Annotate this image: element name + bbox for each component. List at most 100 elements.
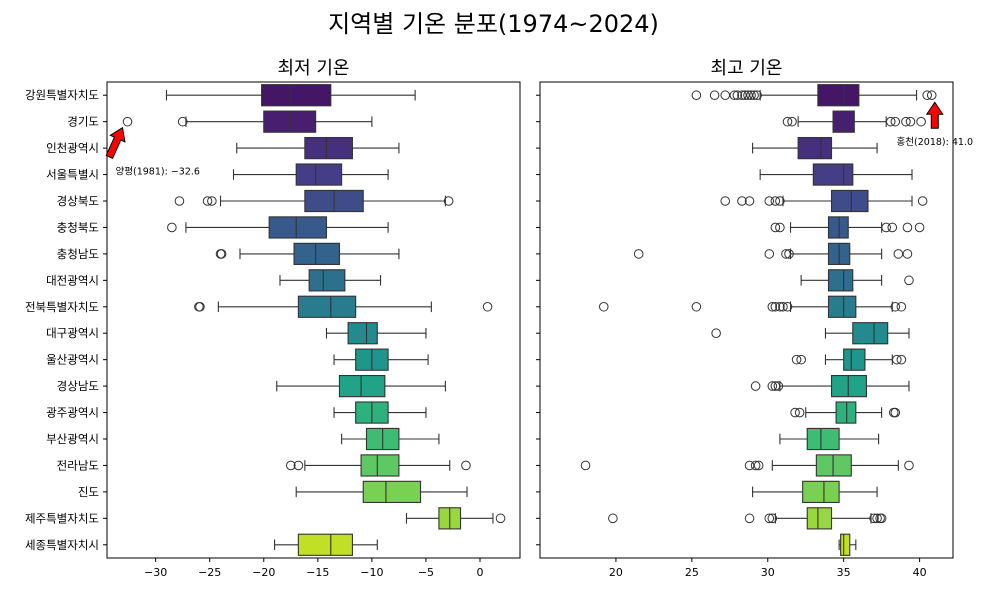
outlier-point [177,116,188,127]
outlier-point [890,116,901,127]
outlier-point [796,354,806,365]
box-iqr [817,84,860,107]
box-진도 [752,480,878,504]
outlier-point [775,222,785,233]
box-강원특별자치도 [691,84,937,107]
box-서울특별시 [232,163,389,186]
outlier-point [782,116,793,127]
box-부산광역시 [779,427,880,451]
outlier-point [732,90,743,101]
axes-frame [539,81,954,559]
outlier-point [922,90,932,101]
box-iqr [835,401,857,424]
box-세종특별자치시 [274,533,378,556]
outlier-point [580,460,591,471]
outlier-point [753,460,764,471]
box-iqr [812,163,854,186]
outlier-point [495,513,506,524]
outlier-point [711,328,721,339]
x-tick-label: 0 [476,566,483,579]
box-경기도 [782,110,926,133]
category-label: 진도 [78,485,99,499]
outlier-point [905,116,916,127]
outlier-point [749,90,759,101]
outlier-point [743,90,753,101]
box-iqr [830,374,868,398]
outlier-point [174,196,185,206]
outlier-point [720,196,731,206]
outlier-point [770,301,781,312]
outlier-point [904,275,914,286]
box-충청북도 [770,216,925,239]
box-iqr [806,507,833,530]
category-label: 충청북도 [57,220,99,234]
category-label: 경상남도 [57,379,99,393]
x-tick-label: −10 [360,566,383,579]
outlier-point [167,222,177,233]
box-인천광역시 [752,136,878,160]
box-광주광역시 [333,401,427,424]
outlier-point [775,301,785,312]
box-서울특별시 [759,163,913,186]
outlier-point [773,381,784,391]
max-temp-panel: 최고 기온 20 25 30 35 40 홍천(2018): 41.0 [536,58,973,579]
box-iqr [830,189,869,213]
category-label: 대전광역시 [46,273,99,287]
box-iqr [806,427,840,451]
outlier-point [750,460,761,471]
outlier-point [122,116,133,127]
outlier-point [764,249,775,259]
axes-frame [106,81,521,559]
outlier-point [790,407,800,418]
outlier-point [890,301,901,312]
box-대구광역시 [711,322,910,345]
category-label: 전북특별자치도 [25,300,99,314]
box-iqr [840,533,851,556]
outlier-point [885,116,896,127]
box-대전광역시 [800,269,914,292]
x-tick-label: 40 [913,566,927,579]
box-iqr [827,216,849,239]
x-tick-label: −15 [306,566,329,579]
x-tick-label: 30 [761,566,775,579]
x-tick-label: 25 [685,566,699,579]
box-전북특별자치도 [598,295,907,318]
outlier-point [872,513,882,524]
outlier-point [764,513,775,524]
box-iqr [297,533,353,556]
outlier-point [767,301,778,312]
outlier-point [784,249,794,259]
box-경기도 [122,110,373,133]
outlier-point [770,381,781,391]
outlier-point [750,381,761,391]
box-충청남도 [215,242,400,266]
outlier-point [744,513,755,524]
outlier-point [902,222,913,233]
box-울산광역시 [333,348,429,371]
outlier-point [902,249,913,259]
x-tick-label: 35 [837,566,851,579]
panel-title: 최고 기온 [711,58,783,79]
x-tick-label: −25 [198,566,221,579]
x-tick-label: 20 [609,566,623,579]
chart-title: 지역별 기온 분포(1974~2024) [328,10,659,38]
x-tick-label: −20 [252,566,275,579]
outlier-point [744,196,755,206]
outlier-point [729,90,740,101]
category-label: 전라남도 [57,458,99,472]
box-iqr [827,269,854,292]
category-label: 서울특별시 [46,168,99,182]
category-label: 세종특별자치시 [25,538,99,552]
box-강원특별자치도 [165,84,416,107]
outlier-point [740,90,750,101]
outlier-point [737,90,747,101]
min-temp-panel: 최저 기온 −30 −25 −20 −15 −10 −5 0 강원특별자치도경기도인천광역시서울… [25,58,521,579]
category-label: 경상북도 [57,194,99,208]
category-label: 충청남도 [57,247,99,261]
annotation-arrow [105,126,126,159]
box-진도 [295,480,468,504]
box-iqr [293,242,340,266]
annotation: 양평(1981): −32.6 [105,126,200,178]
outlier-point [720,90,731,101]
outlier-point [916,116,926,127]
